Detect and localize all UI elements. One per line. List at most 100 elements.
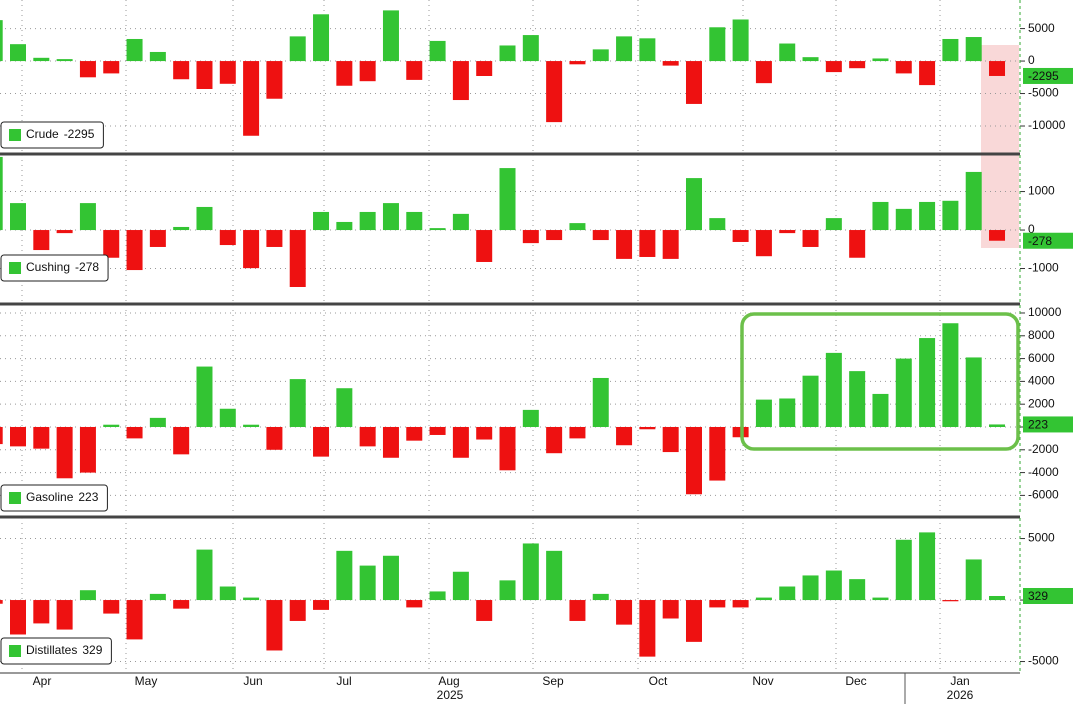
last-value-box <box>1023 232 1073 249</box>
bar <box>499 426 516 471</box>
bar <box>965 37 982 62</box>
bar <box>406 211 423 231</box>
bar <box>406 600 423 608</box>
bar <box>126 230 143 271</box>
bar <box>313 211 330 231</box>
bar <box>779 586 796 601</box>
bar <box>872 597 889 601</box>
y-tick-label: -5000 <box>1028 86 1059 100</box>
bar <box>825 570 842 601</box>
y-tick-label: 5000 <box>1028 21 1055 35</box>
bar <box>662 600 679 619</box>
bar <box>382 10 399 62</box>
bar <box>196 61 213 89</box>
bar <box>942 323 959 427</box>
bar <box>779 398 796 427</box>
x-tick-label: Dec <box>845 674 866 688</box>
bar <box>10 426 26 447</box>
bar <box>476 61 493 76</box>
bar <box>359 61 376 82</box>
bar <box>919 338 936 427</box>
bar <box>569 223 586 231</box>
bar <box>219 61 236 84</box>
bar <box>382 555 399 601</box>
x-year-label: 2026 <box>947 688 974 702</box>
legend-swatch <box>9 645 21 657</box>
bar <box>219 230 236 246</box>
bar <box>452 426 469 458</box>
bar <box>266 230 283 247</box>
bar <box>219 586 236 601</box>
bar <box>569 61 586 65</box>
bar <box>989 424 1006 427</box>
bar <box>732 600 749 608</box>
bar <box>685 600 702 642</box>
bar <box>313 14 330 62</box>
bar <box>149 417 166 427</box>
bar <box>779 230 796 234</box>
y-tick-label: 5000 <box>1028 531 1055 545</box>
bar <box>266 61 283 99</box>
y-tick-label: 1000 <box>1028 184 1055 198</box>
bar <box>289 36 306 62</box>
bar <box>965 559 982 601</box>
x-tick-label: Jun <box>243 674 262 688</box>
bar <box>336 388 353 427</box>
bar <box>919 201 936 231</box>
bar <box>359 211 376 231</box>
bar <box>149 593 166 601</box>
bar <box>219 408 236 427</box>
bar <box>849 371 866 427</box>
last-value-label: -278 <box>1028 234 1052 248</box>
bar <box>33 426 50 449</box>
bar <box>452 213 469 231</box>
bar <box>546 61 563 123</box>
last-value-box <box>1023 67 1073 84</box>
bar <box>732 230 749 242</box>
bar <box>942 600 959 602</box>
bar <box>79 203 96 231</box>
bar <box>173 600 190 609</box>
bar <box>173 226 190 231</box>
bar <box>592 377 609 427</box>
bar <box>126 600 143 640</box>
bar <box>149 51 166 62</box>
legend-value: 223 <box>78 490 98 504</box>
bar <box>0 600 3 604</box>
bar <box>639 426 656 430</box>
bar <box>989 230 1006 241</box>
bar <box>103 600 120 614</box>
bar <box>79 61 96 78</box>
bar <box>452 61 469 101</box>
bar <box>965 171 982 231</box>
bar <box>639 38 656 62</box>
bar <box>33 600 50 624</box>
legend-box <box>0 254 109 282</box>
bar <box>126 426 143 439</box>
bar <box>243 597 260 601</box>
bar <box>289 379 306 427</box>
y-tick-label: -2000 <box>1028 442 1059 456</box>
bar <box>709 426 726 481</box>
bar <box>266 600 283 651</box>
bar <box>289 230 306 287</box>
x-tick-label: May <box>135 674 158 688</box>
bar <box>685 178 702 231</box>
bar <box>522 35 539 62</box>
x-tick-label: Apr <box>33 674 52 688</box>
bar <box>33 230 50 251</box>
bar <box>755 61 772 84</box>
bar <box>499 168 516 231</box>
bar <box>243 61 260 136</box>
bar <box>196 206 213 231</box>
legend-swatch <box>9 262 21 274</box>
x-tick-label: Jan <box>950 674 969 688</box>
last-value-label: -2295 <box>1028 69 1059 83</box>
bar <box>382 426 399 458</box>
y-tick-label: 8000 <box>1028 328 1055 342</box>
bar <box>10 203 26 231</box>
bar <box>755 399 772 427</box>
bar <box>639 230 656 257</box>
panel-separator <box>0 302 1020 306</box>
